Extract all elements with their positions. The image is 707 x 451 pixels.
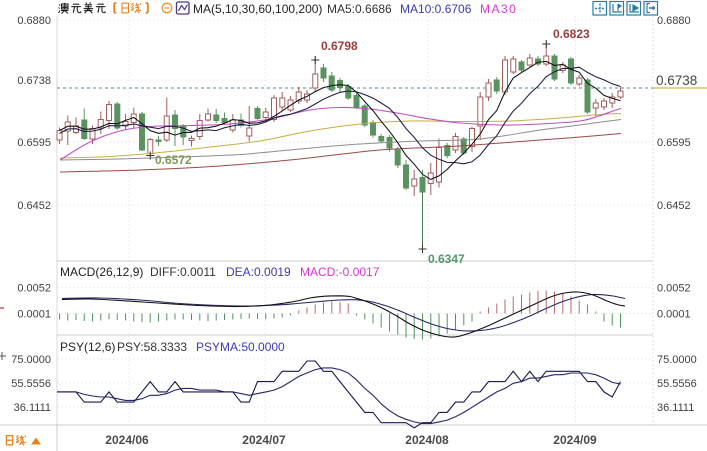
svg-text:MA5:0.6686: MA5:0.6686 xyxy=(327,2,392,16)
svg-text:0.6880: 0.6880 xyxy=(657,15,691,27)
svg-text:0.6880: 0.6880 xyxy=(17,15,51,27)
svg-text:MA(5,10,30,60,100,200): MA(5,10,30,60,100,200) xyxy=(193,2,322,16)
svg-text:0.0001: 0.0001 xyxy=(17,309,51,321)
svg-text:0.6738: 0.6738 xyxy=(656,73,697,88)
svg-text:0.6347: 0.6347 xyxy=(428,252,465,266)
svg-text:75.0000: 75.0000 xyxy=(11,354,51,366)
svg-text:36.1111: 36.1111 xyxy=(14,402,51,414)
svg-text:36.1111: 36.1111 xyxy=(657,402,694,414)
svg-text:MACD:-0.0017: MACD:-0.0017 xyxy=(300,265,380,279)
svg-text:55.5556: 55.5556 xyxy=(657,378,697,390)
svg-text:MACD(26,12,9): MACD(26,12,9) xyxy=(60,265,143,279)
svg-text:55.5556: 55.5556 xyxy=(11,378,51,390)
svg-text:PSY:58.3333: PSY:58.3333 xyxy=(117,340,187,354)
svg-text:0.6595: 0.6595 xyxy=(17,137,51,149)
svg-text:MA30: MA30 xyxy=(480,2,517,16)
svg-text:0.6595: 0.6595 xyxy=(657,137,691,149)
svg-text:2024/07: 2024/07 xyxy=(242,433,286,447)
svg-text:0.6798: 0.6798 xyxy=(321,39,358,53)
svg-text:2024/06: 2024/06 xyxy=(105,433,149,447)
svg-text:2024/09: 2024/09 xyxy=(553,433,597,447)
svg-text:0.6452: 0.6452 xyxy=(17,200,51,212)
svg-text:PSYMA:50.0000: PSYMA:50.0000 xyxy=(196,340,285,354)
svg-text:75.0000: 75.0000 xyxy=(657,354,697,366)
svg-text:DEA:0.0019: DEA:0.0019 xyxy=(226,265,291,279)
svg-text:MA10:0.6706: MA10:0.6706 xyxy=(400,2,472,16)
svg-text:0.6452: 0.6452 xyxy=(657,200,691,212)
svg-text:0.0052: 0.0052 xyxy=(657,283,691,295)
svg-text:0.0052: 0.0052 xyxy=(17,283,51,295)
svg-text:0.6823: 0.6823 xyxy=(553,27,590,41)
svg-text:0.6572: 0.6572 xyxy=(155,153,192,167)
svg-text:0.6738: 0.6738 xyxy=(17,75,51,87)
svg-text:DIFF:0.0011: DIFF:0.0011 xyxy=(150,265,216,279)
svg-text:2024/08: 2024/08 xyxy=(405,433,449,447)
svg-text:PSY(12,6): PSY(12,6) xyxy=(60,340,115,354)
svg-text:0.0001: 0.0001 xyxy=(657,309,691,321)
